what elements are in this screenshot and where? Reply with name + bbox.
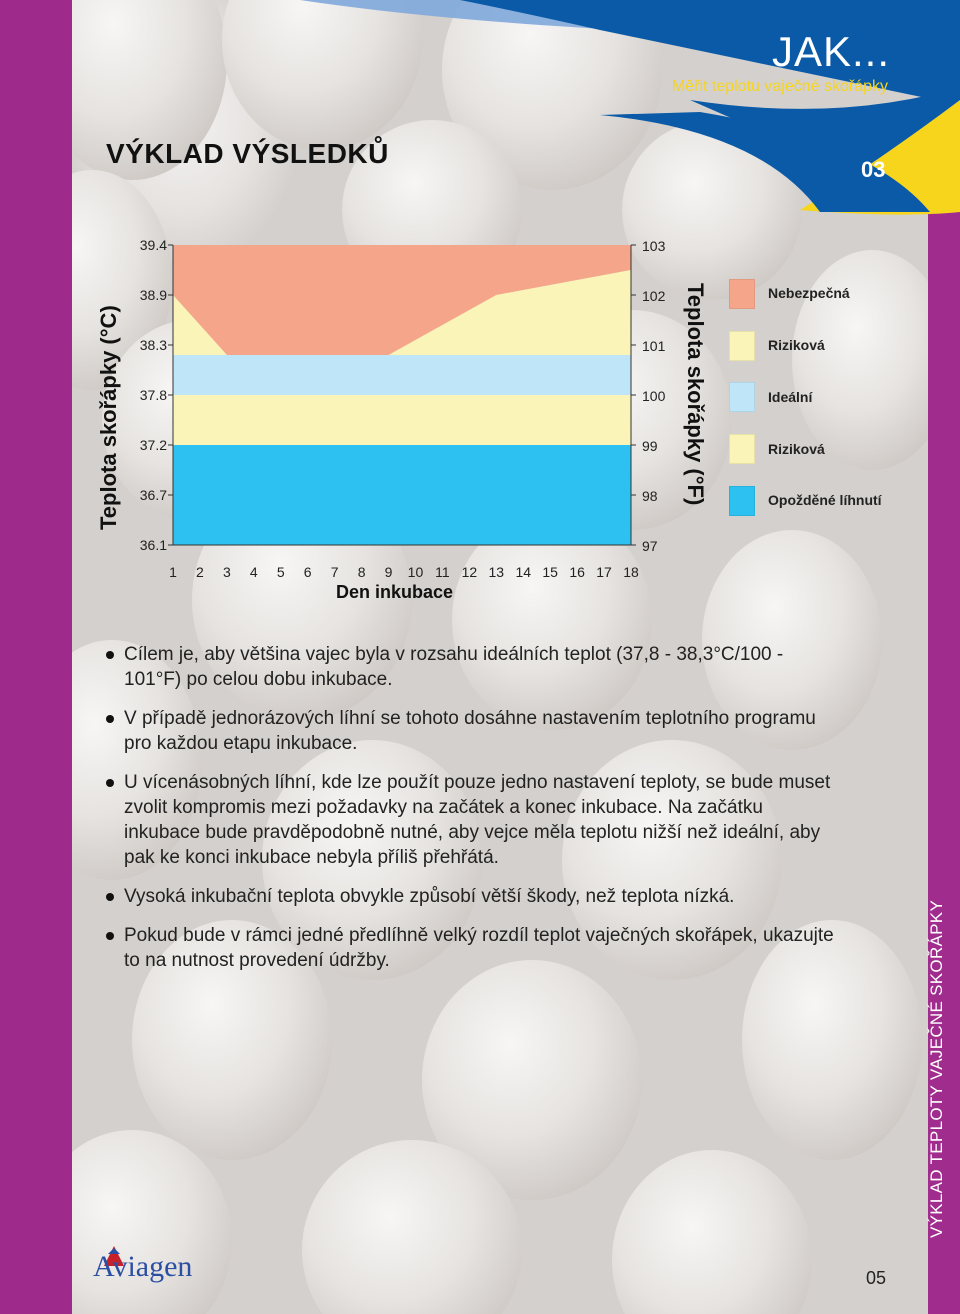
legend-swatch-risky-upper — [729, 331, 755, 361]
egg-pattern — [72, 0, 928, 1314]
side-section-label: VÝKLAD TEPLOTY VAJEČNÉ SKOŘÁPKY — [927, 899, 946, 1238]
how-heading: JAK... — [771, 28, 890, 75]
x-tick-label: 18 — [623, 564, 639, 580]
bullet-list: Cílem je, aby většina vajec byla v rozsa… — [104, 642, 844, 987]
egg-shape — [702, 530, 882, 750]
y-tick-label-left: 37.2 — [140, 437, 167, 453]
legend-swatch-ideal — [729, 382, 755, 412]
band-ideal — [173, 355, 631, 395]
legend-label-risky-upper: Riziková — [768, 337, 825, 353]
bullet-item: Pokud bude v rámci jedné předlíhně velký… — [104, 923, 844, 973]
egg-shape — [452, 510, 652, 730]
x-tick-label: 16 — [569, 564, 585, 580]
x-tick-label: 11 — [435, 564, 450, 580]
y-tick-label-left: 38.3 — [140, 337, 167, 353]
egg-shape — [422, 960, 642, 1200]
y-tick-label-left: 39.4 — [140, 237, 167, 253]
y-tick-label-right: 97 — [642, 538, 658, 554]
x-tick-label: 9 — [385, 564, 393, 580]
y-tick-label-right: 98 — [642, 488, 658, 504]
egg-shape — [222, 0, 422, 150]
egg-shape — [562, 740, 782, 980]
egg-shape — [742, 920, 922, 1160]
header-corner-graphic — [300, 0, 960, 215]
band-danger — [173, 245, 631, 355]
left-purple-border — [0, 0, 72, 1314]
legend-swatch-danger — [729, 279, 755, 309]
x-tick-label: 10 — [408, 564, 424, 580]
y-tick-label-right: 101 — [642, 338, 666, 354]
egg-shape — [612, 1150, 812, 1314]
x-tick-label: 7 — [331, 564, 339, 580]
band-risky-upper — [173, 270, 631, 355]
band-risky-lower-fill — [173, 395, 631, 445]
legend-swatch-risky-lower — [729, 434, 755, 464]
egg-shape — [792, 250, 928, 470]
bullet-item: Cílem je, aby většina vajec byla v rozsa… — [104, 642, 844, 692]
legend-label-ideal: Ideální — [768, 389, 813, 405]
y-tick-label-left: 36.7 — [140, 487, 167, 503]
x-tick-label: 8 — [358, 564, 366, 580]
x-tick-label: 2 — [196, 564, 204, 580]
legend-swatch-late — [729, 486, 755, 516]
x-tick-label: 12 — [462, 564, 478, 580]
aviagen-logo-icon — [104, 1246, 124, 1266]
band-risky-lower — [173, 395, 631, 430]
x-tick-label: 6 — [304, 564, 312, 580]
egg-shape — [72, 640, 202, 880]
x-tick-label: 14 — [515, 564, 531, 580]
y-tick-label-left: 36.1 — [140, 537, 167, 553]
egg-shape — [72, 0, 227, 180]
y-tick-label-left: 38.9 — [140, 287, 167, 303]
x-tick-label: 5 — [277, 564, 285, 580]
x-tick-label: 17 — [596, 564, 612, 580]
egg-shape — [622, 120, 802, 300]
y-axis-right-title: Teplota skořápky (°F) — [683, 283, 708, 506]
legend-label-risky-lower: Riziková — [768, 441, 825, 457]
egg-shape — [72, 1130, 232, 1314]
y-tick-label-left: 37.8 — [140, 387, 167, 403]
egg-shape — [262, 740, 482, 980]
x-tick-label: 4 — [250, 564, 258, 580]
right-purple-border — [928, 0, 960, 1314]
x-tick-label: 3 — [223, 564, 231, 580]
x-tick-label: 1 — [169, 564, 177, 580]
legend-label-late: Opožděné líhnutí — [768, 492, 882, 508]
y-tick-label-right: 103 — [642, 238, 666, 254]
page-number: 05 — [866, 1268, 887, 1288]
x-axis-title: Den inkubace — [336, 582, 454, 602]
x-tick-label: 13 — [489, 564, 505, 580]
bullet-item: U vícenásobných líhní, kde lze použít po… — [104, 770, 844, 870]
how-subtitle: Měřit teplotu vaječné skořápky — [671, 78, 888, 95]
egg-shape — [442, 0, 662, 190]
y-tick-label-right: 99 — [642, 438, 658, 454]
egg-background — [72, 0, 928, 1314]
aviagen-logo: Aviagen — [93, 1250, 193, 1283]
egg-shape — [132, 920, 332, 1160]
y-axis-left-title: Teplota skořápky (°C) — [96, 305, 121, 530]
page-title: VÝKLAD VÝSLEDKŮ — [106, 138, 389, 169]
y-tick-label-right: 102 — [642, 288, 666, 304]
egg-shape — [302, 1140, 522, 1314]
legend-label-danger: Nebezpečná — [768, 285, 850, 301]
x-tick-label: 15 — [542, 564, 558, 580]
chapter-number: 03 — [861, 157, 886, 182]
bullet-item: Vysoká inkubační teplota obvykle způsobí… — [104, 884, 844, 909]
y-tick-label-right: 100 — [642, 388, 666, 404]
bullet-item: V případě jednorázových líhní se tohoto … — [104, 706, 844, 756]
band-late — [173, 445, 631, 545]
temperature-chart: 39.438.938.337.837.236.736.1103102101100… — [140, 237, 666, 580]
